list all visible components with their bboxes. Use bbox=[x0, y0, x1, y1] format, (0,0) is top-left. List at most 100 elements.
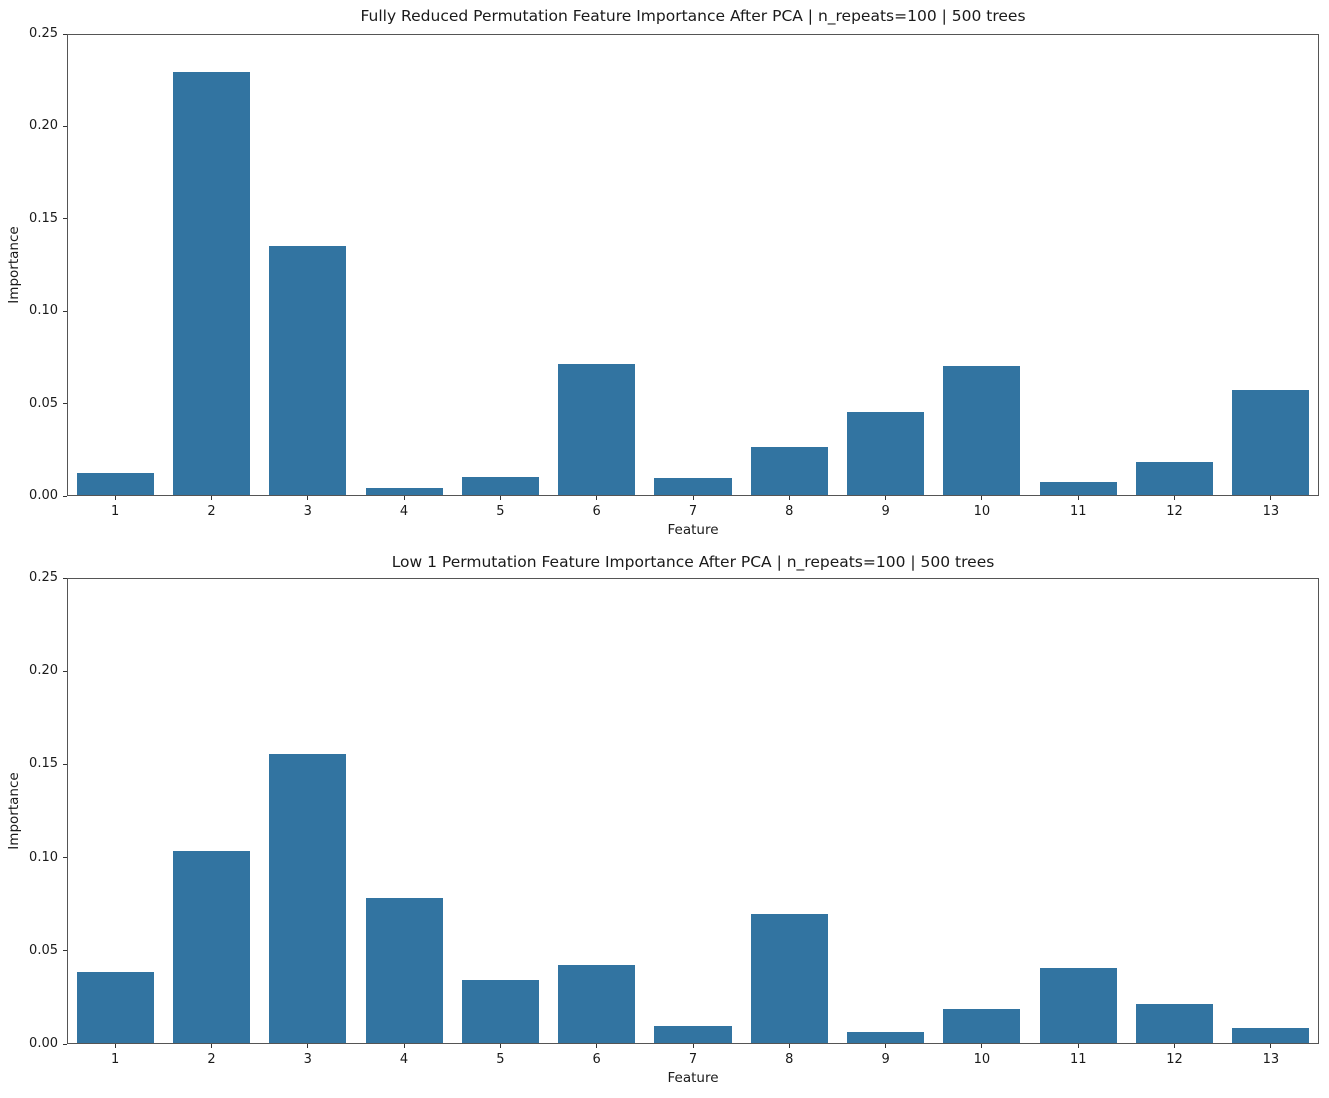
x-tick-label: 5 bbox=[496, 504, 505, 519]
plot-area bbox=[67, 34, 1319, 496]
x-tick-mark bbox=[1174, 1044, 1176, 1048]
bar-feature-7 bbox=[654, 478, 732, 495]
x-tick-label: 9 bbox=[881, 504, 890, 519]
y-tick-mark bbox=[63, 403, 67, 405]
y-tick-mark bbox=[63, 670, 67, 672]
x-tick-mark bbox=[885, 1044, 887, 1048]
y-tick-label: 0.25 bbox=[29, 26, 58, 41]
x-tick-label: 11 bbox=[1069, 504, 1087, 519]
bar-feature-8 bbox=[750, 446, 828, 495]
x-tick-mark bbox=[885, 496, 887, 500]
x-tick-label: 9 bbox=[881, 1052, 890, 1067]
x-tick-label: 8 bbox=[785, 1052, 794, 1067]
bar-feature-12 bbox=[1136, 461, 1214, 495]
x-tick-label: 12 bbox=[1166, 504, 1183, 519]
y-tick-mark bbox=[63, 577, 67, 579]
bar-feature-2 bbox=[172, 851, 250, 1043]
chart-title: Fully Reduced Permutation Feature Import… bbox=[360, 7, 1026, 25]
x-tick-label: 1 bbox=[111, 504, 120, 519]
x-tick-mark bbox=[788, 1044, 790, 1048]
x-tick-label: 4 bbox=[399, 504, 409, 519]
bar-feature-2 bbox=[172, 71, 250, 495]
y-axis-label: Importance bbox=[6, 226, 22, 304]
y-tick-mark bbox=[63, 33, 67, 35]
bar-feature-11 bbox=[1039, 968, 1117, 1043]
x-tick-label: 10 bbox=[973, 1052, 991, 1067]
x-tick-mark bbox=[210, 496, 212, 500]
bar-feature-9 bbox=[847, 411, 925, 495]
y-tick-label: 0.15 bbox=[29, 756, 58, 772]
x-tick-mark bbox=[403, 1044, 405, 1048]
bar-feature-5 bbox=[461, 476, 539, 495]
x-tick-mark bbox=[114, 496, 116, 500]
y-axis-label: Importance bbox=[6, 772, 22, 850]
y-tick-label: 0.20 bbox=[29, 663, 58, 679]
bar-feature-1 bbox=[76, 972, 154, 1043]
x-tick-mark bbox=[596, 1044, 598, 1048]
x-tick-label: 3 bbox=[303, 1052, 312, 1067]
x-tick-label: 1 bbox=[111, 1052, 120, 1067]
x-tick-mark bbox=[499, 496, 501, 500]
y-tick-mark bbox=[63, 310, 67, 312]
x-tick-mark bbox=[1270, 496, 1272, 500]
y-tick-mark bbox=[63, 1043, 67, 1045]
x-tick-mark bbox=[981, 1044, 983, 1048]
x-tick-label: 5 bbox=[496, 1052, 505, 1067]
y-tick-label: 0.10 bbox=[29, 303, 58, 319]
y-tick-label: 0.25 bbox=[29, 570, 58, 585]
x-tick-mark bbox=[210, 1044, 212, 1048]
y-tick-mark bbox=[63, 857, 67, 859]
y-tick-mark bbox=[63, 495, 67, 497]
x-tick-label: 7 bbox=[688, 504, 698, 519]
x-axis-label: Feature bbox=[667, 1070, 719, 1086]
x-tick-label: 2 bbox=[207, 504, 216, 519]
bar-feature-10 bbox=[943, 1009, 1021, 1043]
x-tick-mark bbox=[307, 1044, 309, 1048]
x-tick-label: 13 bbox=[1262, 1052, 1280, 1067]
bar-feature-1 bbox=[76, 472, 154, 495]
x-tick-label: 3 bbox=[303, 504, 312, 519]
x-tick-mark bbox=[499, 1044, 501, 1048]
x-tick-mark bbox=[1270, 1044, 1272, 1048]
bar-feature-12 bbox=[1136, 1003, 1214, 1043]
x-tick-mark bbox=[307, 496, 309, 500]
x-axis-label: Feature bbox=[667, 522, 719, 538]
x-tick-mark bbox=[596, 496, 598, 500]
y-tick-label: 0.05 bbox=[29, 395, 58, 411]
x-tick-label: 6 bbox=[592, 504, 601, 519]
bar-feature-13 bbox=[1232, 1028, 1310, 1043]
y-tick-mark bbox=[63, 950, 67, 952]
y-tick-mark bbox=[63, 218, 67, 220]
bar-feature-3 bbox=[269, 754, 347, 1043]
y-tick-label: 0.00 bbox=[29, 1036, 58, 1051]
x-tick-mark bbox=[403, 496, 405, 500]
chart-title: Low 1 Permutation Feature Importance Aft… bbox=[391, 553, 995, 571]
x-tick-mark bbox=[692, 496, 694, 500]
y-tick-label: 0.00 bbox=[29, 488, 58, 503]
x-tick-label: 12 bbox=[1166, 1052, 1183, 1067]
x-tick-mark bbox=[1077, 1044, 1079, 1048]
y-tick-label: 0.15 bbox=[29, 210, 58, 226]
x-tick-label: 6 bbox=[592, 1052, 601, 1067]
x-tick-label: 2 bbox=[207, 1052, 216, 1067]
x-tick-label: 11 bbox=[1069, 1052, 1087, 1067]
y-tick-mark bbox=[63, 125, 67, 127]
bar-feature-13 bbox=[1232, 389, 1310, 495]
bar-feature-4 bbox=[365, 487, 443, 495]
y-tick-label: 0.20 bbox=[29, 118, 58, 134]
plot-area bbox=[67, 578, 1319, 1044]
bar-feature-3 bbox=[269, 245, 347, 495]
x-tick-mark bbox=[1174, 496, 1176, 500]
bar-feature-7 bbox=[654, 1026, 732, 1043]
y-tick-mark bbox=[63, 763, 67, 765]
bar-feature-8 bbox=[750, 914, 828, 1043]
x-tick-label: 4 bbox=[399, 1052, 409, 1067]
x-tick-mark bbox=[788, 496, 790, 500]
y-tick-label: 0.05 bbox=[29, 942, 58, 958]
x-tick-label: 8 bbox=[785, 504, 794, 519]
x-tick-mark bbox=[692, 1044, 694, 1048]
bar-feature-6 bbox=[558, 363, 636, 495]
x-tick-label: 7 bbox=[688, 1052, 698, 1067]
